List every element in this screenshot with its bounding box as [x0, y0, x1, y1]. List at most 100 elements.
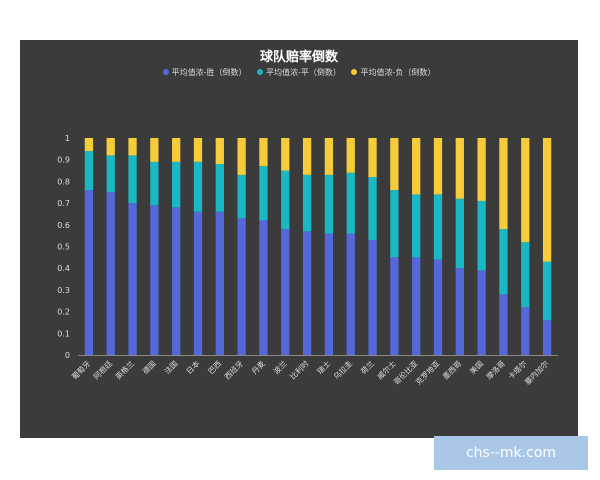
bar-segment-draw[interactable] [150, 161, 159, 206]
x-tick-label: 日本 [184, 358, 202, 376]
bar-segment-win[interactable] [542, 320, 552, 355]
x-tick-label: 西班牙 [222, 358, 245, 381]
bar-segment-loss[interactable] [281, 138, 290, 171]
bar-segment-win[interactable] [346, 233, 355, 355]
bar-segment-draw[interactable] [172, 161, 181, 208]
bar-segment-win[interactable] [302, 231, 312, 355]
bar-segment-loss[interactable] [477, 138, 486, 201]
bar-segment-loss[interactable] [193, 138, 203, 162]
bar-segment-draw[interactable] [346, 172, 355, 234]
bar-segment-win[interactable] [477, 270, 486, 355]
bar-segment-win[interactable] [499, 294, 508, 355]
bar-segment-draw[interactable] [84, 151, 94, 191]
bar-segment-win[interactable] [433, 259, 443, 355]
bar-segment-draw[interactable] [542, 261, 552, 321]
bar-segment-draw[interactable] [499, 229, 508, 295]
x-tick-label: 丹麦 [249, 358, 267, 376]
bar-segment-loss[interactable] [128, 138, 137, 156]
bar-segment-loss[interactable] [215, 138, 224, 165]
y-tick-label: 0.2 [57, 308, 70, 317]
x-tick-label: 英格兰 [113, 358, 136, 381]
x-tick-label: 塞内加尔 [522, 358, 551, 387]
bar-segment-draw[interactable] [477, 200, 486, 271]
bar-segment-loss[interactable] [106, 138, 115, 156]
bar-segment-draw[interactable] [302, 174, 312, 232]
y-tick-label: 0.3 [57, 286, 70, 295]
bar-segment-loss[interactable] [346, 138, 355, 173]
x-tick-label: 德国 [140, 358, 158, 376]
bar-segment-win[interactable] [106, 192, 115, 355]
x-tick-label: 阿根廷 [91, 358, 114, 381]
watermark: chs--mk.com [434, 436, 588, 470]
bar-segment-loss[interactable] [455, 138, 464, 199]
x-tick-label: 葡萄牙 [69, 358, 92, 381]
bar-segment-draw[interactable] [215, 164, 224, 212]
bar-segment-draw[interactable] [368, 177, 377, 240]
bar-segment-win[interactable] [259, 220, 268, 355]
y-tick-label: 0 [65, 351, 70, 360]
y-tick-label: 0.1 [57, 329, 70, 338]
bar-segment-loss[interactable] [150, 138, 159, 162]
legend-swatch-win [162, 69, 169, 75]
chart-panel: 0 0.1 0.2 0.3 0.4 0.5 0.6 0.7 0.8 0.9 1 葡萄牙 阿根廷 英格兰 德国… [20, 40, 578, 438]
bar-segment-draw[interactable] [412, 194, 421, 258]
bar-segment-draw[interactable] [455, 198, 464, 269]
legend: 平均值浓-胜（倒数） 平均值浓-平（倒数） 平均值浓-负（倒数） [20, 67, 578, 78]
bar-segment-win[interactable] [193, 211, 203, 355]
bar-segment-draw[interactable] [521, 242, 530, 308]
bar-segment-win[interactable] [324, 233, 334, 355]
y-tick-label: 1 [65, 134, 70, 143]
y-tick-label: 0.7 [57, 199, 70, 208]
legend-item-win[interactable]: 平均值浓-胜（倒数） [162, 67, 247, 78]
x-tick-label: 巴西 [206, 359, 223, 376]
x-tick-label: 克罗地亚 [413, 358, 442, 387]
bar-segment-win[interactable] [281, 229, 290, 355]
bar-segment-win[interactable] [521, 307, 530, 355]
x-tick-label: 法国 [162, 358, 180, 376]
bar-segment-win[interactable] [368, 239, 377, 355]
bar-segment-draw[interactable] [390, 190, 399, 258]
bar-segment-draw[interactable] [193, 161, 203, 212]
bar-segment-loss[interactable] [302, 138, 312, 175]
bar-segment-loss[interactable] [237, 138, 246, 175]
bar-segment-win[interactable] [237, 218, 246, 355]
x-tick-label: 美国 [467, 358, 485, 376]
legend-swatch-draw [257, 69, 264, 75]
x-tick-label: 瑞士 [315, 358, 333, 376]
bar-segment-draw[interactable] [237, 174, 246, 219]
bar-segment-win[interactable] [215, 211, 224, 355]
bar-segment-loss[interactable] [390, 138, 399, 191]
bar-segment-draw[interactable] [281, 170, 290, 230]
bar-segment-loss[interactable] [259, 138, 268, 167]
bar-segment-win[interactable] [150, 205, 159, 355]
bar-segment-draw[interactable] [433, 194, 443, 260]
bar-segment-loss[interactable] [172, 138, 181, 162]
bar-segment-win[interactable] [390, 257, 399, 355]
chart-title: 球队赔率倒数 [259, 50, 338, 65]
bar-segment-draw[interactable] [259, 166, 268, 221]
bar-segment-loss[interactable] [521, 138, 530, 243]
bar-segment-loss[interactable] [542, 138, 552, 262]
bar-segment-loss[interactable] [499, 138, 508, 230]
bar-segment-draw[interactable] [128, 155, 137, 204]
legend-label-win: 平均值浓-胜（倒数） [171, 68, 247, 77]
legend-item-loss[interactable]: 平均值浓-负（倒数） [351, 67, 435, 78]
bar-segment-win[interactable] [84, 190, 94, 355]
bar-segment-win[interactable] [455, 268, 464, 355]
bar-segment-loss[interactable] [84, 138, 94, 152]
bar-segment-win[interactable] [412, 257, 421, 355]
bar-segment-loss[interactable] [368, 138, 377, 178]
bar-segment-win[interactable] [128, 203, 137, 355]
bar-segment-loss[interactable] [412, 138, 421, 195]
bar-segment-loss[interactable] [324, 138, 334, 175]
stacked-bar-chart: 0 0.1 0.2 0.3 0.4 0.5 0.6 0.7 0.8 0.9 1 葡萄牙 阿根廷 英格兰 德国… [57, 134, 558, 387]
bar-segment-draw[interactable] [324, 174, 334, 234]
bar-segment-win[interactable] [172, 207, 181, 355]
legend-swatch-loss [351, 69, 358, 75]
legend-item-draw[interactable]: 平均值浓-平（倒数） [257, 67, 341, 78]
legend-label-loss: 平均值浓-负（倒数） [360, 68, 436, 77]
legend-label-draw: 平均值浓-平（倒数） [266, 68, 341, 77]
bar-segment-draw[interactable] [106, 155, 115, 193]
y-tick-label: 0.4 [57, 264, 70, 273]
bar-segment-loss[interactable] [433, 138, 443, 195]
